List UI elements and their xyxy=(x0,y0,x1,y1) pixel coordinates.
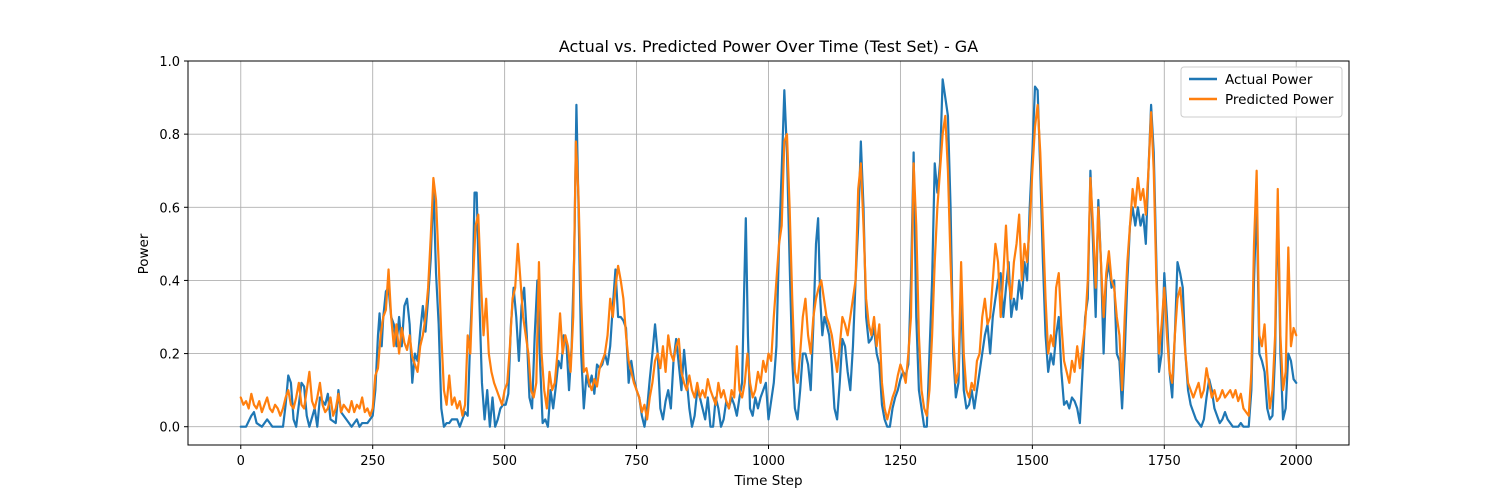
x-tick-label: 750 xyxy=(624,454,649,469)
series-line-actual-power xyxy=(239,78,1298,428)
x-axis-label: Time Step xyxy=(733,473,802,489)
chart-title: Actual vs. Predicted Power Over Time (Te… xyxy=(559,37,978,56)
y-tick-label: 0.4 xyxy=(159,274,180,289)
legend-label-predicted-power: Predicted Power xyxy=(1225,92,1334,108)
x-tick-label: 2000 xyxy=(1280,454,1313,469)
x-tick-label: 250 xyxy=(360,454,385,469)
x-tick-label: 0 xyxy=(237,454,245,469)
y-tick-label: 0.6 xyxy=(159,201,180,216)
series-layer xyxy=(239,78,1298,428)
x-tick-label: 1250 xyxy=(884,454,917,469)
legend: Actual Power Predicted Power xyxy=(1180,66,1343,118)
y-tick-label: 0.2 xyxy=(159,348,180,363)
y-axis-label: Power xyxy=(136,233,152,274)
x-tick-label: 500 xyxy=(492,454,517,469)
x-tick-label: 1750 xyxy=(1148,454,1181,469)
y-tick-label: 1.0 xyxy=(159,55,180,70)
legend-label-actual-power: Actual Power xyxy=(1225,72,1313,88)
series-line-predicted-power xyxy=(239,103,1298,421)
x-tick-label: 1500 xyxy=(1016,454,1049,469)
legend-box xyxy=(1180,66,1343,118)
ticks: 0 250 500 750 1000 1250 1500 1750 2000 0.0 0.2 0.4 0… xyxy=(159,55,1312,469)
x-tick-label: 1000 xyxy=(752,454,785,469)
y-tick-label: 0.0 xyxy=(159,421,180,436)
y-tick-label: 0.8 xyxy=(159,128,180,143)
